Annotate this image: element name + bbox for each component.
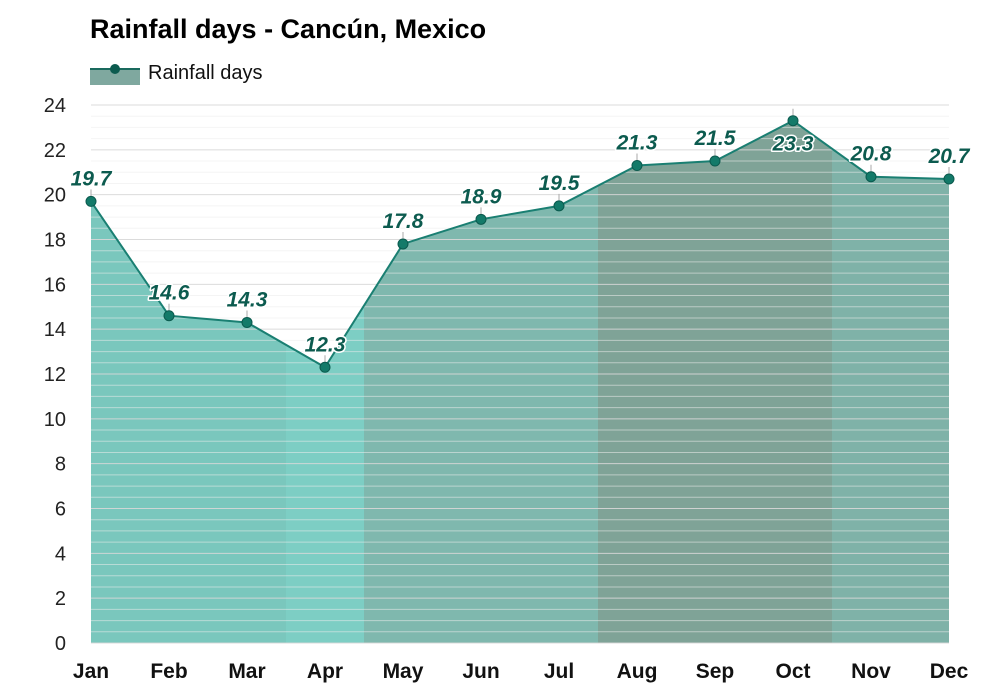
x-tick-label: Sep <box>696 660 735 683</box>
y-tick-label: 6 <box>55 499 66 521</box>
series-line <box>90 119 950 369</box>
area-band-aug <box>598 163 676 644</box>
y-tick-label: 14 <box>44 319 66 341</box>
y-tick-label: 0 <box>55 633 66 655</box>
data-point-marker <box>787 115 799 127</box>
month-bands <box>91 120 949 644</box>
x-tick-label: Apr <box>307 660 343 683</box>
markers <box>85 108 955 373</box>
x-axis: Jan Feb Mar Apr May Jun Jul Aug Sep Oct Nov Dec <box>73 660 969 683</box>
data-point-marker <box>397 238 409 250</box>
y-tick-label: 8 <box>55 454 66 476</box>
y-tick-label: 2 <box>55 588 66 610</box>
area-band-jun <box>442 212 520 643</box>
x-tick-label: Dec <box>930 660 969 683</box>
x-tick-label: Feb <box>150 660 187 683</box>
grid-lines <box>91 104 949 644</box>
data-label: 19.5 <box>539 172 580 195</box>
data-label: 23.3 <box>772 133 814 156</box>
data-labels: 19.7 14.6 14.3 12.3 17.8 18.9 19.5 21.3 21.5 23.3… <box>69 126 972 358</box>
data-label: 18.9 <box>461 185 502 208</box>
x-tick-label: May <box>383 660 424 683</box>
data-point-marker <box>943 173 955 185</box>
legend-swatch-icon <box>90 63 140 85</box>
data-point-marker <box>319 361 331 373</box>
legend-swatch-fill <box>90 68 140 85</box>
data-point-marker <box>553 200 565 212</box>
area-band-jul <box>520 185 598 643</box>
area-band-mar <box>208 319 286 643</box>
data-label: 21.3 <box>616 132 658 155</box>
x-tick-label: Aug <box>617 660 658 683</box>
data-point-marker <box>709 155 721 167</box>
chart-title: Rainfall days - Cancún, Mexico <box>90 14 487 44</box>
data-point-marker <box>631 160 643 172</box>
area-series <box>90 119 950 369</box>
legend-label: Rainfall days <box>148 62 263 84</box>
data-point-marker <box>241 316 253 328</box>
area-band-sep <box>676 140 754 643</box>
data-label: 17.8 <box>383 210 424 233</box>
legend[interactable]: Rainfall days <box>90 62 263 85</box>
data-label: 14.6 <box>149 282 190 305</box>
y-tick-label: 4 <box>55 543 66 565</box>
y-tick-label: 16 <box>44 274 66 296</box>
y-tick-label: 10 <box>44 409 66 431</box>
data-point-marker <box>163 310 175 322</box>
data-point-marker <box>85 195 97 207</box>
y-tick-label: 20 <box>44 185 66 207</box>
area-band-jan <box>91 201 130 643</box>
area-band-oct <box>754 120 832 644</box>
y-tick-label: 24 <box>44 95 66 117</box>
data-label: 21.5 <box>694 127 736 150</box>
area-band-dec <box>910 177 949 643</box>
x-tick-label: Jun <box>462 660 499 683</box>
x-tick-label: Oct <box>775 660 810 683</box>
x-tick-label: Nov <box>851 660 891 683</box>
data-label: 20.7 <box>928 145 971 168</box>
area-band-may <box>364 231 442 643</box>
data-label: 12.3 <box>305 333 346 356</box>
area-band-nov <box>832 148 910 643</box>
data-label: 20.8 <box>850 143 892 166</box>
data-point-marker <box>865 171 877 183</box>
y-tick-label: 18 <box>44 230 66 252</box>
legend-swatch-marker <box>110 63 120 74</box>
y-tick-label: 22 <box>44 140 66 162</box>
x-tick-label: Jan <box>73 660 109 683</box>
area-band-apr <box>286 305 364 643</box>
x-tick-label: Mar <box>228 660 265 683</box>
data-label: 14.3 <box>227 288 268 311</box>
data-label: 19.7 <box>71 167 113 190</box>
x-tick-label: Jul <box>544 660 574 683</box>
area-band-feb <box>130 258 208 643</box>
data-point-marker <box>475 213 487 225</box>
y-tick-label: 12 <box>44 364 66 386</box>
